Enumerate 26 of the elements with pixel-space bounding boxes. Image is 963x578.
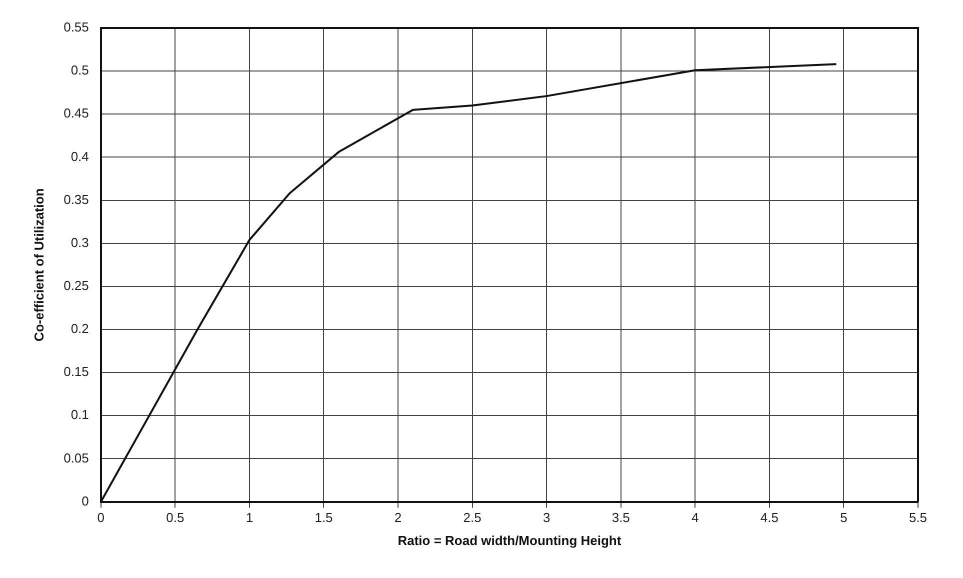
x-tick-label: 2 [394, 510, 402, 526]
y-tick-label: 0.2 [70, 321, 89, 336]
y-tick-label: 0.35 [64, 192, 89, 207]
x-tick-label: 0.5 [166, 510, 184, 526]
y-tick-label: 0.3 [70, 234, 89, 250]
y-axis-title: Co-efficient of Utilization [31, 188, 46, 342]
y-tick-label: 0.1 [70, 407, 89, 422]
y-tick-label: 0 [82, 493, 89, 508]
y-tick-label: 0.55 [64, 20, 89, 35]
y-tick-label: 0.45 [64, 106, 89, 121]
x-tick-label: 4 [692, 510, 699, 526]
x-tick-label: 3 [542, 510, 550, 526]
x-tick-label: 1.5 [314, 510, 333, 526]
x-tick-label: 5.5 [908, 510, 928, 526]
x-tick-label: 5 [840, 510, 848, 526]
y-tick-label: 0.5 [70, 62, 89, 78]
x-tick-label: 4.5 [760, 510, 778, 526]
x-tick-label: 2.5 [463, 510, 482, 526]
x-axis-title: Ratio = Road width/Mounting Height [398, 532, 622, 548]
y-tick-label: 0.25 [64, 278, 89, 294]
y-tick-label: 0.15 [64, 364, 89, 380]
x-tick-label: 1 [246, 510, 254, 526]
y-tick-label: 0.4 [70, 148, 89, 164]
x-tick-label: 0 [97, 510, 105, 526]
x-tick-label: 3.5 [612, 510, 630, 526]
y-tick-label: 0.05 [64, 450, 89, 466]
